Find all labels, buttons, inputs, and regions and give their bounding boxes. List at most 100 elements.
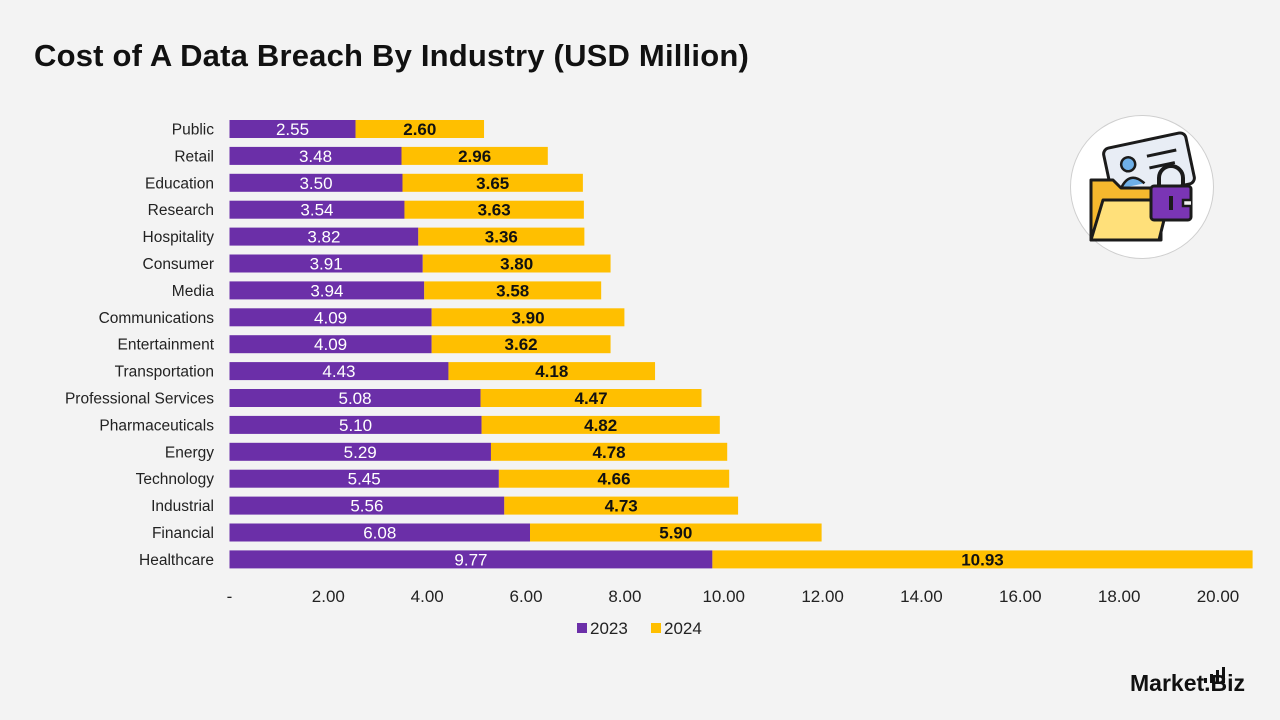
- category-label: Retail: [174, 148, 214, 165]
- data-label-2023: 5.08: [338, 389, 371, 408]
- data-label-2024: 4.82: [584, 416, 617, 435]
- bar-2023: [229, 146, 402, 165]
- data-label-2024: 4.73: [605, 497, 638, 516]
- bar-2024: [712, 550, 1253, 569]
- legend-swatch-2023: [577, 623, 587, 633]
- bar-2023: [229, 120, 356, 138]
- legend-label-2023: 2023: [590, 619, 628, 638]
- category-label: Media: [172, 283, 215, 300]
- data-label-2023: 3.48: [299, 147, 332, 166]
- data-label-2024: 4.66: [597, 470, 630, 489]
- data-label-2023: 3.50: [299, 174, 332, 193]
- legend-label-2024: 2024: [664, 619, 702, 638]
- bar-2023: [229, 496, 505, 515]
- bar-2023: [229, 335, 432, 354]
- x-tick-label: 4.00: [411, 587, 444, 606]
- data-label-2023: 3.54: [300, 201, 333, 220]
- category-label: Industrial: [151, 498, 214, 515]
- data-label-2024: 3.80: [500, 255, 533, 274]
- x-tick-label: 6.00: [510, 587, 543, 606]
- legend-swatch-2024: [651, 623, 661, 633]
- bar-2024: [404, 200, 584, 219]
- bar-2024: [504, 496, 739, 515]
- bar-2023: [229, 173, 403, 192]
- brand-logo: Market.Biz: [1130, 667, 1245, 697]
- data-label-2023: 3.94: [310, 281, 343, 300]
- data-label-2024: 3.65: [476, 174, 509, 193]
- data-label-2024: 3.90: [511, 308, 544, 327]
- data-label-2024: 4.47: [574, 389, 607, 408]
- x-tick-label: -: [227, 587, 233, 606]
- category-label: Technology: [136, 471, 215, 488]
- x-tick-label: 8.00: [608, 587, 641, 606]
- bar-2024: [422, 254, 611, 273]
- data-label-2024: 2.60: [403, 120, 436, 139]
- bar-2024: [402, 173, 583, 192]
- bar-2024: [424, 281, 602, 300]
- bar-2024: [355, 120, 485, 138]
- x-tick-label: 10.00: [702, 587, 745, 606]
- category-label: Hospitality: [143, 229, 215, 246]
- data-label-2024: 3.58: [496, 281, 529, 300]
- data-label-2024: 2.96: [458, 147, 491, 166]
- category-label: Pharmaceuticals: [99, 417, 214, 434]
- x-tick-label: 14.00: [900, 587, 943, 606]
- bar-2024: [481, 415, 720, 434]
- bar-2024: [480, 389, 702, 407]
- bar-2023: [229, 281, 425, 300]
- data-label-2023: 5.10: [339, 416, 372, 435]
- data-label-2024: 3.36: [485, 228, 518, 247]
- data-label-2023: 2.55: [276, 120, 309, 139]
- bar-2024: [431, 308, 625, 327]
- bar-2023: [229, 227, 419, 246]
- category-label: Public: [172, 122, 214, 139]
- x-tick-label: 16.00: [999, 587, 1042, 606]
- bar-2023: [229, 200, 405, 219]
- data-label-2023: 9.77: [454, 550, 487, 569]
- category-label: Transportation: [115, 364, 214, 381]
- data-label-2023: 5.29: [344, 443, 377, 462]
- data-label-2023: 5.45: [348, 470, 381, 489]
- x-tick-label: 18.00: [1098, 587, 1141, 606]
- bar-2023: [229, 308, 432, 327]
- data-label-2023: 4.09: [314, 335, 347, 354]
- data-lock-folder-icon: [1070, 115, 1214, 259]
- x-tick-label: 2.00: [312, 587, 345, 606]
- category-label: Education: [145, 175, 214, 192]
- category-label: Entertainment: [118, 337, 215, 354]
- bar-2023: [229, 254, 423, 273]
- chart-title: Cost of A Data Breach By Industry (USD M…: [34, 38, 749, 73]
- data-label-2023: 5.56: [350, 497, 383, 516]
- data-label-2024: 4.78: [593, 443, 626, 462]
- bar-2023: [229, 415, 482, 434]
- bar-2024: [401, 146, 548, 165]
- category-label: Consumer: [143, 256, 215, 273]
- signal-bars-icon: [1202, 667, 1232, 683]
- data-label-2023: 4.43: [322, 362, 355, 381]
- data-label-2024: 5.90: [659, 524, 692, 543]
- bar-2024: [490, 442, 728, 461]
- bar-2024: [530, 523, 822, 542]
- data-label-2023: 6.08: [363, 524, 396, 543]
- bar-2024: [418, 227, 585, 246]
- category-label: Energy: [165, 444, 214, 461]
- category-label: Financial: [152, 525, 214, 542]
- bar-2024: [431, 335, 611, 354]
- bar-2023: [229, 362, 449, 381]
- bar-2024: [498, 469, 730, 488]
- bar-2024: [448, 362, 656, 381]
- x-tick-label: 20.00: [1197, 587, 1240, 606]
- category-label: Professional Services: [65, 391, 214, 408]
- data-label-2023: 3.91: [310, 255, 343, 274]
- data-label-2023: 4.09: [314, 308, 347, 327]
- bar-2023: [229, 469, 499, 488]
- data-label-2024: 3.62: [505, 335, 538, 354]
- data-label-2023: 3.82: [307, 228, 340, 247]
- data-label-2024: 4.18: [535, 362, 568, 381]
- category-label: Research: [148, 202, 214, 219]
- x-tick-label: 12.00: [801, 587, 844, 606]
- category-label: Communications: [99, 310, 215, 327]
- bar-2023: [229, 550, 713, 569]
- bar-2023: [229, 389, 481, 407]
